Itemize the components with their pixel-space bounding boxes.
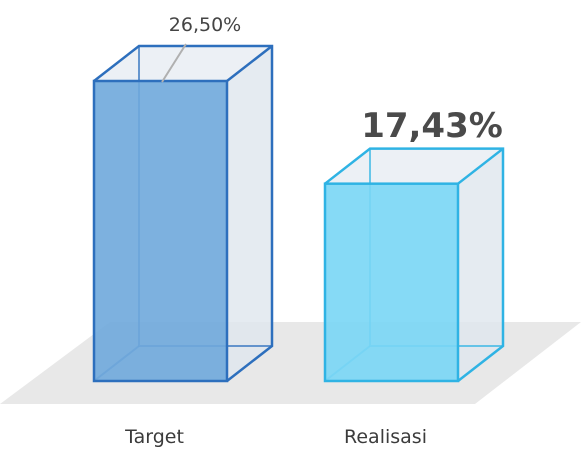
- bar-front-face: [92, 79, 229, 383]
- bar-front-face: [323, 182, 460, 383]
- data-label-realisasi: 17,43%: [361, 106, 503, 146]
- bar-top-edge: [457, 147, 504, 185]
- bar-realisasi: [323, 147, 505, 383]
- data-label-leader: [161, 43, 187, 83]
- labels-group: Target Realisasi 26,50% 17,43%: [124, 14, 503, 448]
- category-label: Target: [124, 426, 184, 448]
- data-label-target: 26,50%: [169, 14, 241, 36]
- bars-group: [92, 44, 505, 383]
- bar-top-edge: [226, 45, 273, 82]
- bar-side-face: [227, 46, 272, 381]
- bar-side-face: [458, 148, 503, 381]
- bar-target: [92, 44, 274, 383]
- category-label: Realisasi: [344, 426, 427, 448]
